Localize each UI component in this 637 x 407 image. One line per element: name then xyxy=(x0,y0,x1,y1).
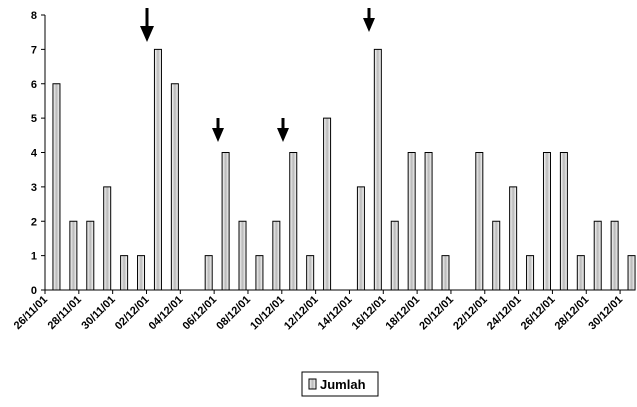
y-tick-label: 8 xyxy=(31,10,37,22)
legend: Jumlah xyxy=(301,371,379,397)
x-tick-label: 06/12/01 xyxy=(180,294,219,333)
bar xyxy=(238,220,247,291)
bar xyxy=(559,152,568,291)
bar xyxy=(373,48,382,291)
bar xyxy=(86,220,95,291)
x-tick-label: 26/12/01 xyxy=(519,294,558,333)
bar xyxy=(272,220,281,291)
bar xyxy=(170,83,179,291)
bar xyxy=(407,152,416,291)
bar xyxy=(221,152,230,291)
x-tick-label: 24/12/01 xyxy=(485,294,524,333)
x-tick-label: 26/11/01 xyxy=(12,294,50,332)
x-tick-label: 14/12/01 xyxy=(316,294,355,333)
bar xyxy=(627,255,636,291)
x-tick-label: 30/12/01 xyxy=(586,294,625,333)
y-tick-label: 6 xyxy=(31,79,37,91)
x-tick-label: 08/12/01 xyxy=(214,294,253,333)
x-tick-label: 12/12/01 xyxy=(282,294,321,333)
x-tick-label: 02/12/01 xyxy=(113,294,152,333)
bar xyxy=(356,186,365,291)
bar xyxy=(593,220,602,291)
bar xyxy=(526,255,535,291)
bar xyxy=(475,152,484,291)
bar xyxy=(492,220,501,291)
bar xyxy=(390,220,399,291)
bar xyxy=(204,255,213,291)
x-tick-label: 04/12/01 xyxy=(147,294,186,333)
y-tick-label: 1 xyxy=(31,251,37,263)
x-tick-label: 10/12/01 xyxy=(248,294,287,333)
bar xyxy=(137,255,146,291)
bar xyxy=(576,255,585,291)
legend-label: Jumlah xyxy=(320,377,366,392)
x-tick-label: 20/12/01 xyxy=(417,294,456,333)
y-tick-label: 5 xyxy=(31,113,37,125)
bar xyxy=(255,255,264,291)
y-tick-label: 4 xyxy=(31,148,38,160)
bar xyxy=(289,152,298,291)
x-tick-label: 18/12/01 xyxy=(383,294,422,333)
bar xyxy=(153,48,162,291)
bar xyxy=(542,152,551,291)
bar xyxy=(323,117,332,291)
bar xyxy=(69,220,78,291)
bar xyxy=(306,255,315,291)
x-tick-label: 28/11/01 xyxy=(46,294,84,332)
bar xyxy=(120,255,129,291)
bar xyxy=(441,255,450,291)
bar xyxy=(424,152,433,291)
y-tick-label: 2 xyxy=(31,216,37,228)
bar xyxy=(52,83,61,291)
bar xyxy=(103,186,112,291)
x-tick-label: 22/12/01 xyxy=(451,294,490,333)
legend-swatch xyxy=(308,378,317,390)
annotation-arrows xyxy=(140,8,375,142)
y-tick-label: 0 xyxy=(31,285,37,297)
y-tick-label: 3 xyxy=(31,182,37,194)
bar xyxy=(610,220,619,291)
x-tick-label: 28/12/01 xyxy=(553,294,592,333)
y-tick-label: 7 xyxy=(31,44,37,56)
bar xyxy=(509,186,518,291)
x-tick-label: 16/12/01 xyxy=(350,294,389,333)
x-tick-label: 30/11/01 xyxy=(79,294,117,332)
